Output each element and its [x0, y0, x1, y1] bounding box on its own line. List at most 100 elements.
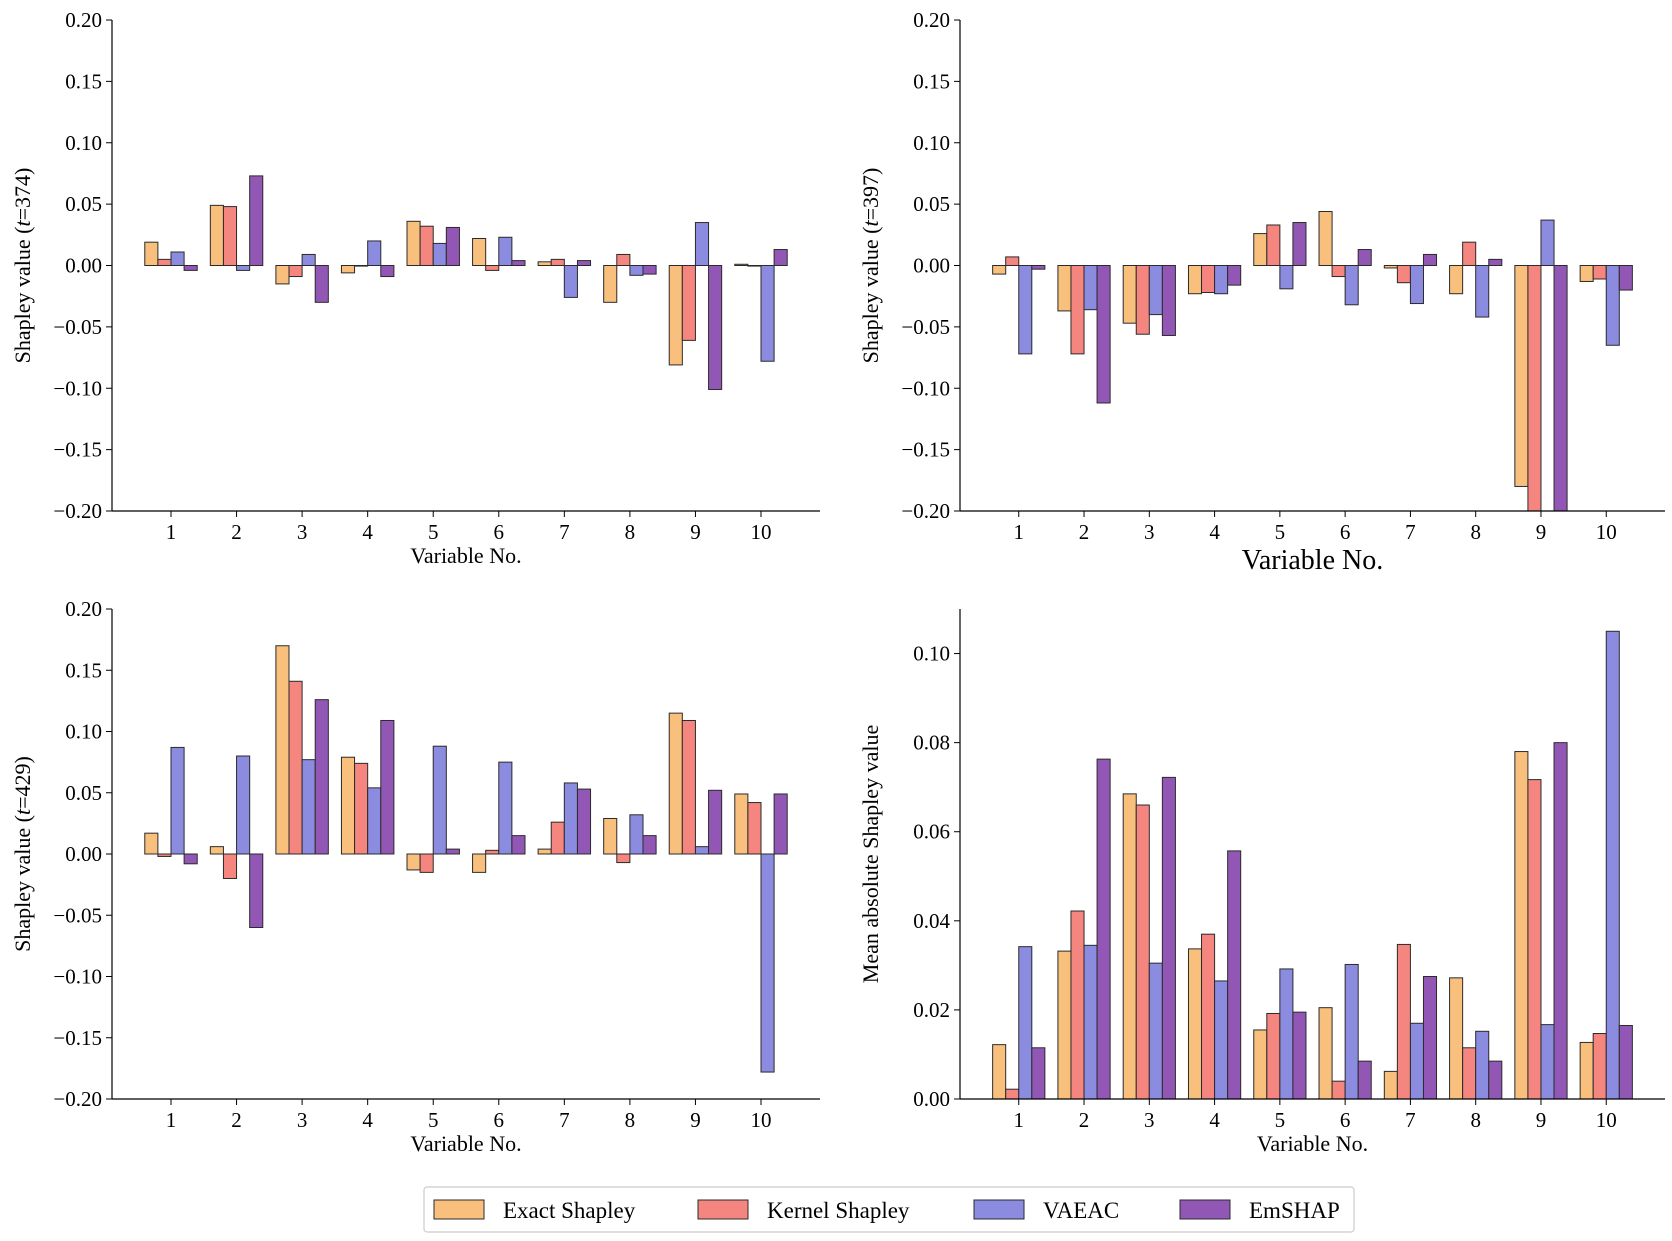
- bar-vaeac-var-6: [498, 236, 513, 267]
- bar-exact-shapley-var-3: [275, 645, 290, 855]
- bar-kernel-shapley-var-6: [485, 849, 500, 855]
- bar-kernel-shapley-var-4: [1201, 265, 1216, 293]
- bar-kernel-shapley-var-8: [616, 853, 631, 864]
- y-tick-label: 0.05: [65, 781, 102, 805]
- bar-kernel-shapley-var-5: [1266, 224, 1281, 267]
- bar-kernel-shapley-var-8: [616, 253, 631, 266]
- bar-emshap-var-2: [249, 175, 264, 266]
- legend-label-vaeac: VAEAC: [1043, 1198, 1119, 1223]
- bar-kernel-shapley-var-3: [288, 265, 303, 278]
- x-tick-label: 2: [231, 1108, 242, 1132]
- bar-emshap-var-9: [1553, 742, 1568, 1100]
- y-tick-label: 0.20: [65, 597, 102, 621]
- bar-kernel-shapley-var-10: [1592, 265, 1607, 280]
- bar-kernel-shapley-var-7: [1396, 943, 1411, 1100]
- x-tick-label: 9: [1536, 1108, 1547, 1132]
- bar-kernel-shapley-var-5: [419, 853, 434, 873]
- bar-exact-shapley-var-9: [668, 265, 683, 366]
- bar-emshap-var-5: [1292, 222, 1307, 266]
- bar-exact-shapley-var-4: [340, 756, 356, 855]
- bar-kernel-shapley-var-1: [157, 258, 172, 266]
- bar-vaeac-var-10: [760, 853, 775, 1073]
- y-tick-label: 0.10: [65, 131, 102, 155]
- bar-emshap-var-2: [1096, 265, 1111, 404]
- bar-emshap-var-9: [1553, 265, 1568, 512]
- y-tick-label: 0.05: [65, 192, 102, 216]
- bar-kernel-shapley-var-4: [354, 762, 369, 855]
- bar-kernel-shapley-var-9: [1527, 265, 1542, 512]
- bar-exact-shapley-var-9: [668, 712, 683, 855]
- bar-vaeac-var-1: [1018, 265, 1033, 355]
- x-tick-label: 8: [625, 1108, 636, 1132]
- bars: [992, 630, 1633, 1100]
- bar-kernel-shapley-var-4: [1201, 933, 1216, 1100]
- bar-vaeac-var-2: [236, 265, 251, 271]
- bar-vaeac-var-7: [1409, 265, 1424, 305]
- bar-kernel-shapley-var-10: [1592, 1033, 1607, 1100]
- legend-label-emshap: EmSHAP: [1249, 1198, 1340, 1223]
- bar-exact-shapley-var-2: [209, 846, 224, 855]
- bar-kernel-shapley-var-1: [1005, 256, 1020, 267]
- bar-kernel-shapley-var-10: [747, 265, 762, 267]
- bar-emshap-var-6: [1357, 249, 1372, 266]
- legend-frame: [423, 1186, 1355, 1233]
- bar-exact-shapley-var-1: [992, 1044, 1007, 1100]
- bar-emshap-var-4: [1227, 850, 1242, 1100]
- x-tick-label: 6: [494, 520, 505, 544]
- y-tick-label: 0.15: [65, 69, 102, 93]
- chart-top-left: −0.20 −0.15 −0.10 −0.05 0.00 0.05 0.10 0.15 0.20…: [10, 8, 820, 568]
- bars: [144, 175, 788, 390]
- x-tick-label: 7: [1405, 1108, 1416, 1132]
- legend-swatch-emshap: [1179, 1199, 1231, 1220]
- bar-kernel-shapley-var-1: [1005, 1088, 1020, 1100]
- bar-emshap-var-2: [1096, 758, 1111, 1100]
- y-tick-label: 0.05: [913, 192, 950, 216]
- bar-kernel-shapley-var-7: [550, 821, 565, 855]
- bar-exact-shapley-var-7: [537, 261, 552, 267]
- bar-exact-shapley-var-2: [1057, 265, 1072, 312]
- y-axis-label: Mean absolute Shapley value: [858, 725, 883, 983]
- x-tick-label: 6: [494, 1108, 505, 1132]
- x-tick-label: 4: [1209, 520, 1220, 544]
- bar-exact-shapley-var-4: [1187, 265, 1203, 295]
- y-tick-label: 0.15: [65, 658, 102, 682]
- y-tick-label: 0.20: [913, 8, 950, 32]
- x-tick-label: 9: [1536, 520, 1547, 544]
- bars: [144, 645, 788, 1073]
- y-tick-label: 0.15: [913, 69, 950, 93]
- bar-exact-shapley-var-8: [1449, 977, 1464, 1100]
- bar-vaeac-var-2: [1083, 944, 1098, 1100]
- bar-vaeac-var-8: [1475, 265, 1490, 318]
- bar-kernel-shapley-var-1: [157, 853, 172, 857]
- bar-kernel-shapley-var-3: [288, 680, 303, 855]
- y-tick-label: 0.00: [913, 254, 950, 278]
- bar-vaeac-var-4: [367, 787, 382, 855]
- bar-vaeac-var-5: [1279, 265, 1294, 290]
- bar-vaeac-var-1: [170, 251, 185, 266]
- bar-emshap-var-10: [1618, 1025, 1633, 1100]
- bar-vaeac-var-4: [1214, 265, 1229, 295]
- bar-emshap-var-5: [445, 226, 460, 266]
- legend-swatch-kernel-shapley: [697, 1199, 749, 1220]
- bar-exact-shapley-var-3: [1122, 265, 1137, 324]
- bar-emshap-var-7: [576, 788, 592, 855]
- bar-kernel-shapley-var-2: [222, 206, 238, 266]
- x-tick-label: 9: [690, 520, 701, 544]
- bar-kernel-shapley-var-6: [1331, 1080, 1346, 1100]
- bar-kernel-shapley-var-4: [354, 265, 369, 267]
- x-tick-label: 7: [559, 520, 570, 544]
- bar-vaeac-var-8: [629, 265, 644, 276]
- bar-emshap-var-8: [1488, 1060, 1503, 1100]
- y-tick-label: 0.10: [913, 642, 950, 666]
- bar-kernel-shapley-var-2: [222, 853, 238, 879]
- bar-vaeac-var-7: [1409, 1022, 1424, 1100]
- bar-exact-shapley-var-7: [1383, 1070, 1398, 1100]
- bar-exact-shapley-var-2: [209, 204, 224, 267]
- bar-kernel-shapley-var-9: [681, 719, 696, 855]
- bar-vaeac-var-2: [236, 755, 251, 855]
- bar-kernel-shapley-var-5: [1266, 1012, 1281, 1100]
- bar-emshap-var-8: [642, 835, 657, 855]
- y-tick-label: 0.10: [913, 131, 950, 155]
- y-tick-label: −0.15: [901, 438, 950, 462]
